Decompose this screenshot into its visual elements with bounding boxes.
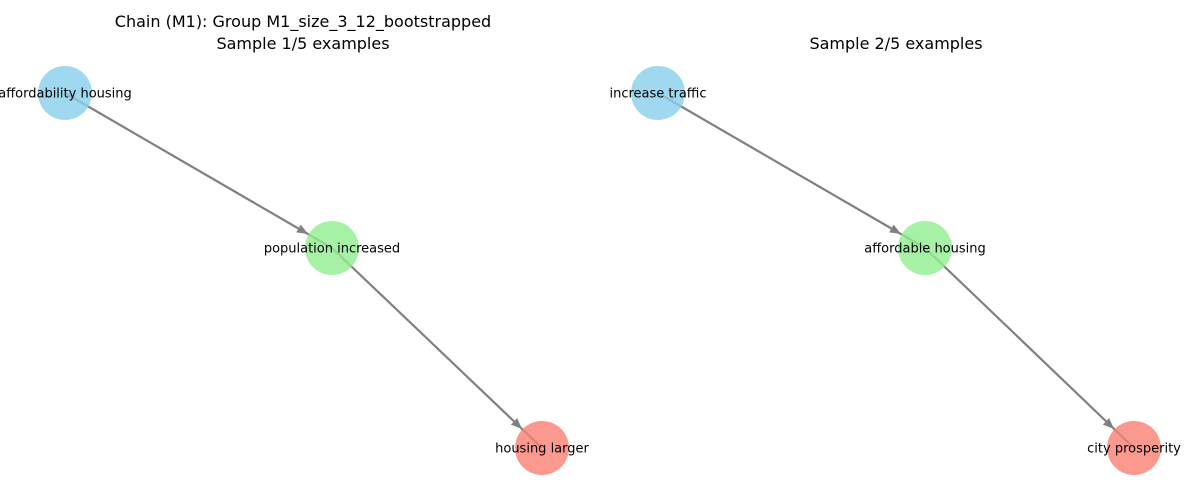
edge-b-to-c [331, 247, 543, 449]
node-c [1107, 421, 1161, 475]
node-b [898, 221, 952, 275]
arrowhead-a-to-b [296, 224, 308, 234]
node-a [38, 66, 92, 120]
node-label-c: housing larger [495, 442, 589, 457]
panel-title-line2: Sample 2/5 examples [809, 34, 982, 53]
node-label-b: population increased [264, 242, 400, 257]
node-a [631, 66, 685, 120]
node-b [305, 221, 359, 275]
node-label-a: affordability housing [0, 87, 132, 102]
node-label-b: affordable housing [864, 242, 986, 257]
panel-sample-2: Sample 2/5 examples increase traffic aff… [609, 34, 1181, 475]
arrowhead-b-to-c [1102, 418, 1114, 429]
edge-b-to-c [924, 247, 1135, 449]
arrowhead-a-to-b [889, 224, 901, 234]
arrowhead-b-to-c [510, 418, 522, 429]
panel-title-line2: Sample 1/5 examples [216, 34, 389, 53]
node-c [515, 421, 569, 475]
panel-sample-1: Chain (M1): Group M1_size_3_12_bootstrap… [0, 12, 590, 475]
panel-title-line1: Chain (M1): Group M1_size_3_12_bootstrap… [115, 12, 491, 32]
edge-a-to-b [64, 92, 333, 249]
node-label-c: city prosperity [1087, 442, 1181, 457]
node-label-a: increase traffic [609, 87, 706, 102]
edge-a-to-b [657, 92, 926, 249]
